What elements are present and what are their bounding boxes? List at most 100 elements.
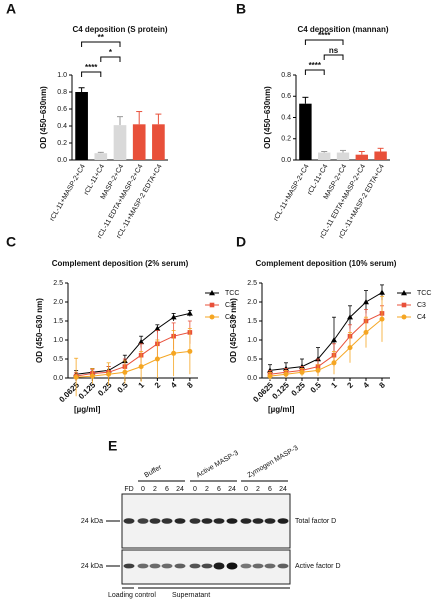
x-tick-label: rCL-11+MASP-2+C4 [49,163,87,222]
y-tick-label: 0.6 [57,106,67,113]
x-tick-label: 8 [185,380,195,390]
legend-label: TCC [417,290,431,297]
bar [152,124,165,160]
band [252,518,264,524]
y-tick-label: 0.2 [281,136,291,143]
panel-letter: E [108,438,117,454]
band [213,518,225,524]
bar [299,103,312,160]
significance-bracket [304,39,344,45]
x-tick-label: 8 [377,380,387,390]
bar [132,124,146,160]
lane-label: 2 [256,486,260,493]
legend-marker [401,290,407,296]
chart-title: C4 deposition (mannan) [297,25,388,34]
chart-title: Complement deposition (2% serum) [52,259,189,268]
x-tick-label: 1 [137,380,147,390]
x-tick-label: 4 [361,380,371,390]
significance-label: ns [329,46,339,55]
band [123,518,135,524]
marker [187,348,193,354]
band [213,562,225,570]
band [252,563,264,569]
group-label: Active MASP-3 [195,450,239,480]
significance-bracket [81,41,121,47]
band [201,563,213,569]
legend-label: TCC [225,290,239,297]
marker [73,374,79,380]
lane-label: 0 [141,486,145,493]
significance-label: **** [318,31,331,40]
bar [94,153,108,160]
y-tick-label: 1.0 [53,337,63,344]
y-tick-label: 0.0 [247,375,257,382]
significance-label: **** [309,61,322,70]
bar [113,125,127,160]
band [189,518,201,524]
y-tick-label: 0.2 [57,140,67,147]
significance-label: **** [85,63,98,72]
marker [315,367,321,373]
band [189,563,201,569]
marker [170,314,177,320]
y-tick-label: 2.5 [247,280,257,287]
marker [363,299,369,305]
legend-marker [401,302,407,308]
marker [379,316,385,322]
x-tick-label: 2 [345,380,355,390]
band [149,518,161,524]
y-tick-label: 0.8 [57,89,67,96]
band [123,563,135,569]
x-tick-label: 0.25 [96,380,114,398]
bar [374,151,387,160]
band [161,563,173,569]
band [137,563,149,569]
x-tick-label: 1 [329,380,339,390]
marker [347,314,353,320]
legend-marker [209,290,215,296]
lane-label: 6 [165,486,169,493]
series-line [76,350,190,378]
footer-label: Loading control [108,592,156,599]
marker [154,325,161,331]
x-tick-label: 0.125 [270,380,291,401]
bar [75,92,88,160]
significance-bracket [323,54,344,60]
panel-letter: B [236,1,246,17]
band [226,518,238,524]
x-tick-label: 0.25 [290,380,308,398]
band [161,518,173,524]
bar [317,152,331,160]
y-axis-label: OD (450–630nm) [39,86,48,149]
marker [138,338,145,345]
footer-label: Supernatant [172,592,210,599]
marker [122,369,128,375]
marker [379,289,385,295]
lane-label: 0 [244,486,248,493]
lane-label: 6 [217,486,221,493]
x-tick-label: 2 [153,380,163,390]
marker [283,371,289,377]
y-axis-label: OD (450–630 nm) [35,298,44,363]
lane-label: 2 [153,486,157,493]
lane-label: 6 [268,486,272,493]
y-tick-label: 0.4 [281,114,291,121]
y-tick-label: 1.0 [57,72,67,79]
band [240,563,252,569]
panel-letter: C [6,234,16,250]
legend-label: C3 [225,302,234,309]
y-tick-label: 2.0 [53,299,63,306]
x-tick-label: 0.5 [116,380,131,395]
x-tick-label: 4 [169,380,179,390]
panel-letter: D [236,234,246,250]
y-axis-label: OD (450–630 nm) [229,298,238,363]
series-line [76,331,190,377]
lane-label: 24 [279,486,287,493]
x-axis-label: [µg/ml] [74,405,101,414]
x-tick-label: 0.5 [309,380,324,395]
marker [331,360,337,366]
legend-label: C3 [417,302,426,309]
marker [331,337,337,343]
significance-label: * [109,48,113,57]
legend-marker [209,314,215,320]
